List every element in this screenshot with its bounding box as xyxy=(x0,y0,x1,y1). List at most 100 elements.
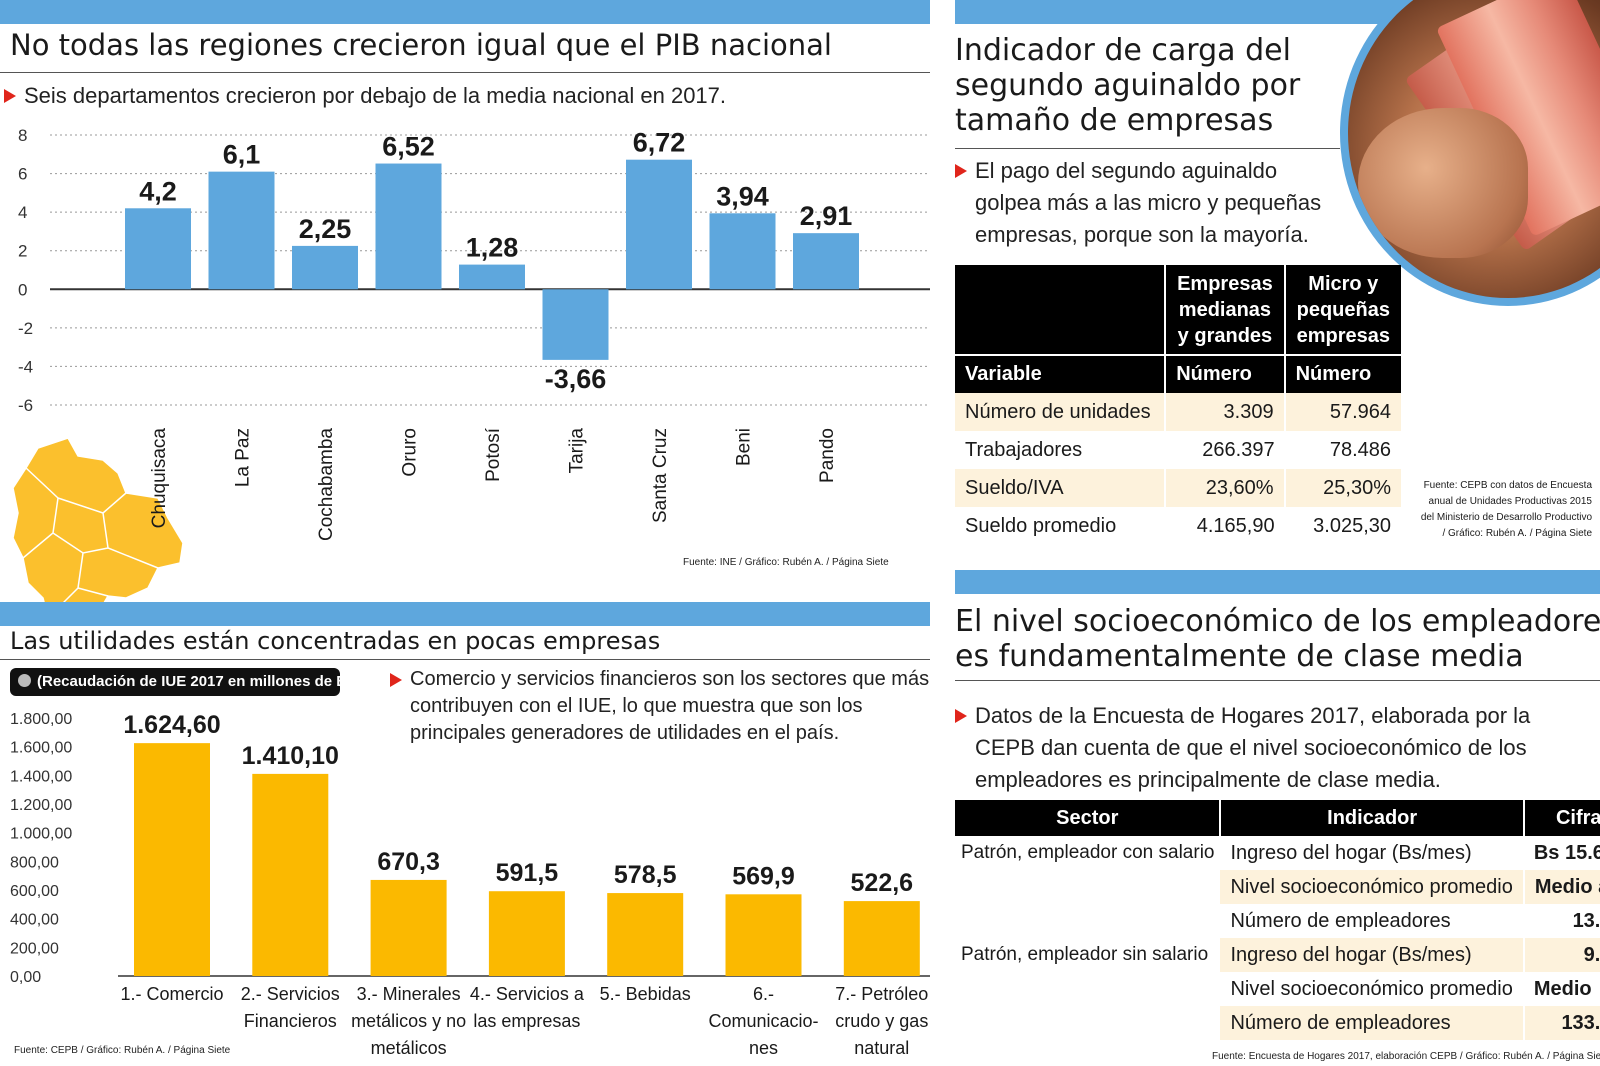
bar xyxy=(607,893,684,976)
panel2-title-rule xyxy=(0,659,930,660)
panel1-top-bar xyxy=(0,0,930,24)
red-marker-icon xyxy=(955,164,967,178)
table-cell: Medio alto xyxy=(1523,870,1600,904)
y-tick-label: 6 xyxy=(18,165,27,184)
bar-value-label: 591,5 xyxy=(496,859,559,887)
bar-value-label: 522,6 xyxy=(851,869,914,897)
panel1-note-text: Seis departamentos crecieron por debajo … xyxy=(24,83,727,108)
y-tick-label: 0 xyxy=(18,280,27,299)
y-tick-label: 0,00 xyxy=(10,969,41,986)
panel4-title-line: es fundamentalmente de clase media xyxy=(955,639,1524,674)
table-column-header: Micro y pequeñas empresas xyxy=(1296,272,1390,347)
panel2-legend-badge: (Recaudación de IUE 2017 en millones de … xyxy=(10,668,360,696)
panel2-note: Comercio y servicios financieros son los… xyxy=(390,666,930,747)
table-cell: 266.397 xyxy=(1202,438,1275,461)
panel2-source: Fuente: CEPB / Gráfico: Rubén A. / Págin… xyxy=(14,1045,231,1056)
panel1-title-rule xyxy=(0,72,930,73)
red-marker-icon xyxy=(390,673,402,687)
pib-growth-chart: 8 6 4 2 0 -2 -4 -6 4,2 Chuquisaca 6,1 La Paz 2,25 Coc… xyxy=(18,126,930,541)
bar xyxy=(793,233,859,290)
x-tick-label: Comunicacio- xyxy=(708,1011,818,1031)
x-tick-label: 1.- Comercio xyxy=(120,984,223,1004)
table-cell xyxy=(955,1006,1220,1040)
table-cell: Nivel socioeconómico promedio xyxy=(1220,870,1525,904)
bar xyxy=(709,213,776,290)
bar-value-label: 6,72 xyxy=(633,128,686,158)
x-tick-label: Financieros xyxy=(244,1011,337,1031)
x-tick-label: Tarija xyxy=(567,428,588,474)
y-tick-label: 1.000,00 xyxy=(10,826,72,843)
y-tick-label: 200,00 xyxy=(10,940,59,957)
panel2-title: Las utilidades están concentradas en poc… xyxy=(10,627,661,655)
table-column-header: Sector xyxy=(955,800,1222,836)
x-tick-label: 5.- Bebidas xyxy=(600,984,691,1004)
bar xyxy=(292,245,358,290)
x-tick-label: las empresas xyxy=(473,1011,580,1031)
bar xyxy=(208,171,275,290)
bar-value-label: 1.624,60 xyxy=(123,711,220,739)
table-cell: Ingreso del hogar (Bs/mes) xyxy=(1230,841,1472,864)
bolivia-map-icon xyxy=(12,438,184,624)
panel4-title-rule xyxy=(955,680,1600,681)
x-tick-label: Chuquisaca xyxy=(149,428,170,529)
table-cell: Sueldo/IVA xyxy=(955,469,1167,507)
bar xyxy=(370,879,447,976)
panel1-source: Fuente: INE / Gráfico: Rubén A. / Página… xyxy=(683,557,889,568)
table-cell: Nivel socioeconómico promedio xyxy=(1230,977,1513,1000)
y-tick-label: 1.400,00 xyxy=(10,768,72,785)
table-row: Trabajadores 266.397 78.486 xyxy=(955,431,1401,469)
bar-value-label: 1,28 xyxy=(466,233,519,263)
x-tick-label: nes xyxy=(749,1038,778,1058)
red-marker-icon xyxy=(4,89,16,103)
table-cell: 3.309 xyxy=(1165,393,1286,431)
bar-value-label: 2,25 xyxy=(299,214,352,244)
y-tick-label: -4 xyxy=(18,357,33,376)
y-tick-label: 800,00 xyxy=(10,854,59,871)
x-tick-label: 7.- Petróleo xyxy=(835,984,928,1004)
table-cell: Ingreso del hogar (Bs/mes) xyxy=(1220,938,1525,972)
table-row: Número de unidades 3.309 57.964 xyxy=(955,393,1401,431)
table-row: Sueldo promedio 4.165,90 3.025,30 xyxy=(955,507,1401,545)
table-row: Patrón, empleador con salario Ingreso de… xyxy=(955,836,1600,870)
panel3-title-rule xyxy=(955,148,1340,149)
y-tick-label: 600,00 xyxy=(10,883,59,900)
x-tick-label: metálicos y no xyxy=(351,1011,466,1031)
table-cell: Bs 15.678 xyxy=(1533,841,1600,864)
panel3-title-line: tamaño de empresas xyxy=(955,103,1274,138)
iue-revenue-chart: 1.800,00 1.600,00 1.400,00 1.200,00 1.000,00… xyxy=(10,711,930,1058)
table-cell: Medio xyxy=(1533,977,1592,1000)
bar-value-label: 578,5 xyxy=(614,861,677,889)
x-tick-label: Potosí xyxy=(483,427,504,482)
source-line: / Gráfico: Rubén A. / Página Siete xyxy=(1442,528,1592,539)
bar-value-label: 6,52 xyxy=(382,132,435,162)
panel2-note-text: Comercio y servicios financieros son los… xyxy=(410,668,930,744)
bar-value-label: 3,94 xyxy=(716,181,769,211)
table-row: Nivel socioeconómico promedio Medio alto xyxy=(955,870,1600,904)
bar xyxy=(626,159,692,290)
table-cell: 57.964 xyxy=(1329,400,1391,423)
panel3-title: Indicador de carga del segundo aguinaldo… xyxy=(955,33,1300,138)
y-tick-label: 4 xyxy=(18,203,27,222)
table-cell: Número de unidades xyxy=(955,393,1167,431)
panel2-legend-text: (Recaudación de IUE 2017 en millones de … xyxy=(37,673,361,690)
employers-table: Sector Indicador Cifras Patrón, empleado… xyxy=(955,800,1600,1040)
panel4-source: Fuente: Encuesta de Hogares 2017, elabor… xyxy=(1212,1051,1600,1062)
panel4-title: El nivel socioeconómico de los empleador… xyxy=(955,604,1600,674)
hand-image xyxy=(1358,108,1528,258)
table-row: Patrón, empleador sin salario Ingreso de… xyxy=(955,938,1600,972)
bar xyxy=(252,773,329,976)
table-row: Nivel socioeconómico promedio Medio xyxy=(955,972,1600,1006)
y-tick-label: -6 xyxy=(18,396,33,415)
table-cell: 133.748 xyxy=(1523,1006,1600,1040)
bar xyxy=(134,743,210,976)
money-hands-photo xyxy=(1340,0,1600,306)
table-cell: Número de empleadores xyxy=(1230,909,1451,932)
table-row: Número de empleadores 133.748 xyxy=(955,1006,1600,1040)
y-tick-label: 400,00 xyxy=(10,912,59,929)
table-row: Sueldo/IVA 23,60% 25,30% xyxy=(955,469,1401,507)
panel4-top-bar xyxy=(955,570,1600,594)
y-tick-label: 1.200,00 xyxy=(10,797,72,814)
panel3-note-text: El pago del segundo aguinaldo golpea más… xyxy=(975,158,1322,247)
table-cell: 13.061 xyxy=(1572,909,1600,932)
panel3-source: Fuente: CEPB con datos de Encuesta anual… xyxy=(1410,478,1592,542)
